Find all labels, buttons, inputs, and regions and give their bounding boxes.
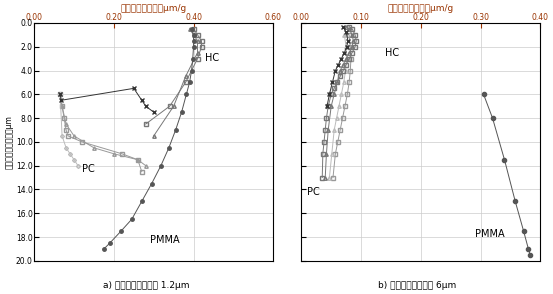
Text: PMMA: PMMA (474, 229, 504, 239)
Text: HC: HC (206, 53, 220, 63)
Text: PMMA: PMMA (150, 235, 179, 245)
Text: PC: PC (307, 187, 320, 197)
Text: PC: PC (82, 164, 95, 174)
Text: HC: HC (385, 48, 399, 58)
Text: a) 多角アルミナ粒子 1.2μm: a) 多角アルミナ粒子 1.2μm (103, 281, 190, 290)
X-axis label: エロージョン率，μm/g: エロージョン率，μm/g (388, 4, 454, 13)
Y-axis label: エロージョン深さ，μm: エロージョン深さ，μm (4, 115, 13, 169)
Text: b) 球形ウレタン粒子 6μm: b) 球形ウレタン粒子 6μm (378, 281, 457, 290)
X-axis label: エロージョン率，μm/g: エロージョン率，μm/g (121, 4, 187, 13)
